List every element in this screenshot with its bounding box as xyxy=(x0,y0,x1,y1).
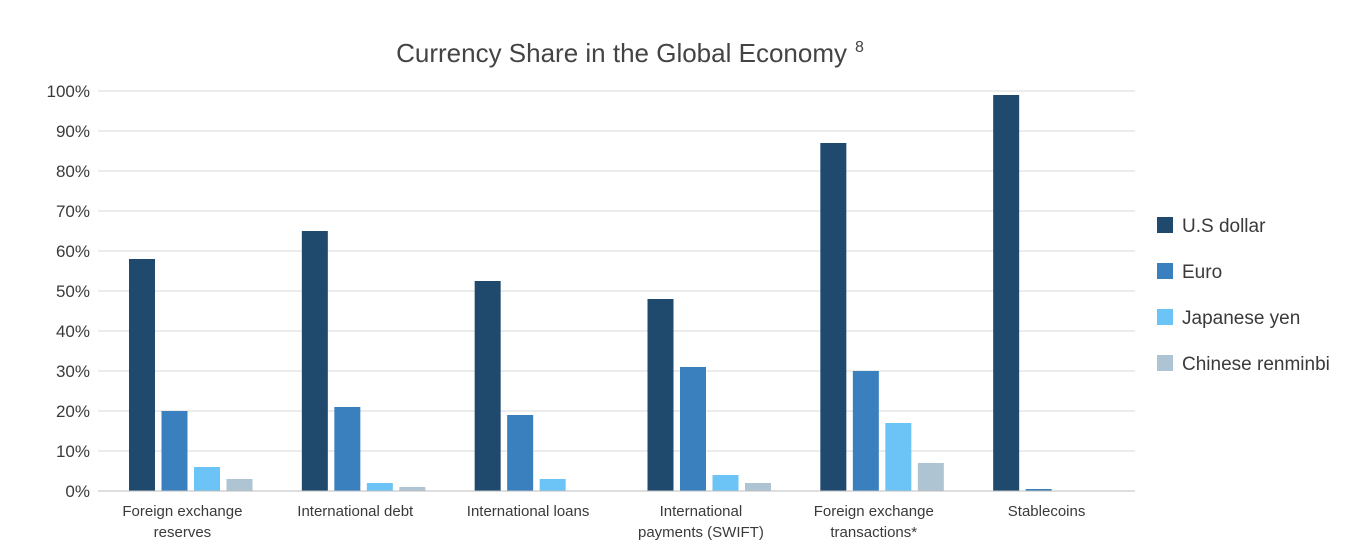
y-tick-label: 0% xyxy=(65,482,90,501)
chart-title-text: Currency Share in the Global Economy xyxy=(396,38,847,68)
bar xyxy=(993,95,1020,491)
bar xyxy=(1025,489,1052,491)
bar xyxy=(301,231,328,491)
legend-swatch xyxy=(1157,217,1173,233)
bar xyxy=(539,479,566,491)
bar xyxy=(820,143,847,491)
bar xyxy=(647,299,674,491)
bar xyxy=(129,259,155,491)
chart-title-superscript: 8 xyxy=(855,39,864,56)
bar xyxy=(194,467,220,491)
y-tick-label: 60% xyxy=(56,242,90,261)
y-tick-label: 90% xyxy=(56,122,90,141)
y-tick-label: 100% xyxy=(47,82,90,101)
y-tick-label: 40% xyxy=(56,322,90,341)
y-tick-label: 30% xyxy=(56,362,90,381)
bar xyxy=(712,475,739,491)
x-category-label: reserves xyxy=(154,524,212,541)
bar xyxy=(745,483,771,491)
bar xyxy=(226,479,253,491)
x-category-label: payments (SWIFT) xyxy=(638,524,764,541)
bar xyxy=(507,415,534,491)
x-category-label: International debt xyxy=(297,503,414,520)
legend-label: Chinese renminbi xyxy=(1182,354,1330,375)
x-category-label: Foreign exchange xyxy=(814,503,934,520)
x-category-label: International xyxy=(660,503,743,520)
x-axis-labels: Foreign exchange reserves International de… xyxy=(122,503,1085,541)
bar xyxy=(680,367,706,491)
gridlines xyxy=(98,90,1135,452)
x-category-label: Stablecoins xyxy=(1008,503,1086,520)
x-category-label: International loans xyxy=(467,503,590,520)
legend-label: Japanese yen xyxy=(1182,308,1300,329)
legend-label: U.S dollar xyxy=(1182,216,1266,237)
y-tick-label: 20% xyxy=(56,402,90,421)
bar xyxy=(885,423,912,491)
y-axis-ticks: 0% 10% 20% 30% 40% 50% 60% 70% 80% 90% 100% xyxy=(47,82,90,501)
bar xyxy=(852,371,879,491)
chart-title: Currency Share in the Global Economy 8 xyxy=(396,38,864,68)
bar xyxy=(366,483,393,491)
bar xyxy=(399,487,426,491)
legend-label: Euro xyxy=(1182,262,1222,283)
legend-swatch xyxy=(1157,263,1173,279)
bar xyxy=(334,407,361,491)
x-category-label: transactions* xyxy=(830,524,917,541)
bar xyxy=(917,463,944,491)
legend: U.S dollar Euro Japanese yen Chinese renmin… xyxy=(1157,216,1330,375)
y-tick-label: 70% xyxy=(56,202,90,221)
y-tick-label: 10% xyxy=(56,442,90,461)
y-tick-label: 50% xyxy=(56,282,90,301)
bars xyxy=(129,95,1052,491)
legend-swatch xyxy=(1157,355,1173,371)
bar xyxy=(474,281,501,491)
y-tick-label: 80% xyxy=(56,162,90,181)
bar xyxy=(161,411,188,491)
legend-swatch xyxy=(1157,309,1173,325)
x-category-label: Foreign exchange xyxy=(122,503,242,520)
